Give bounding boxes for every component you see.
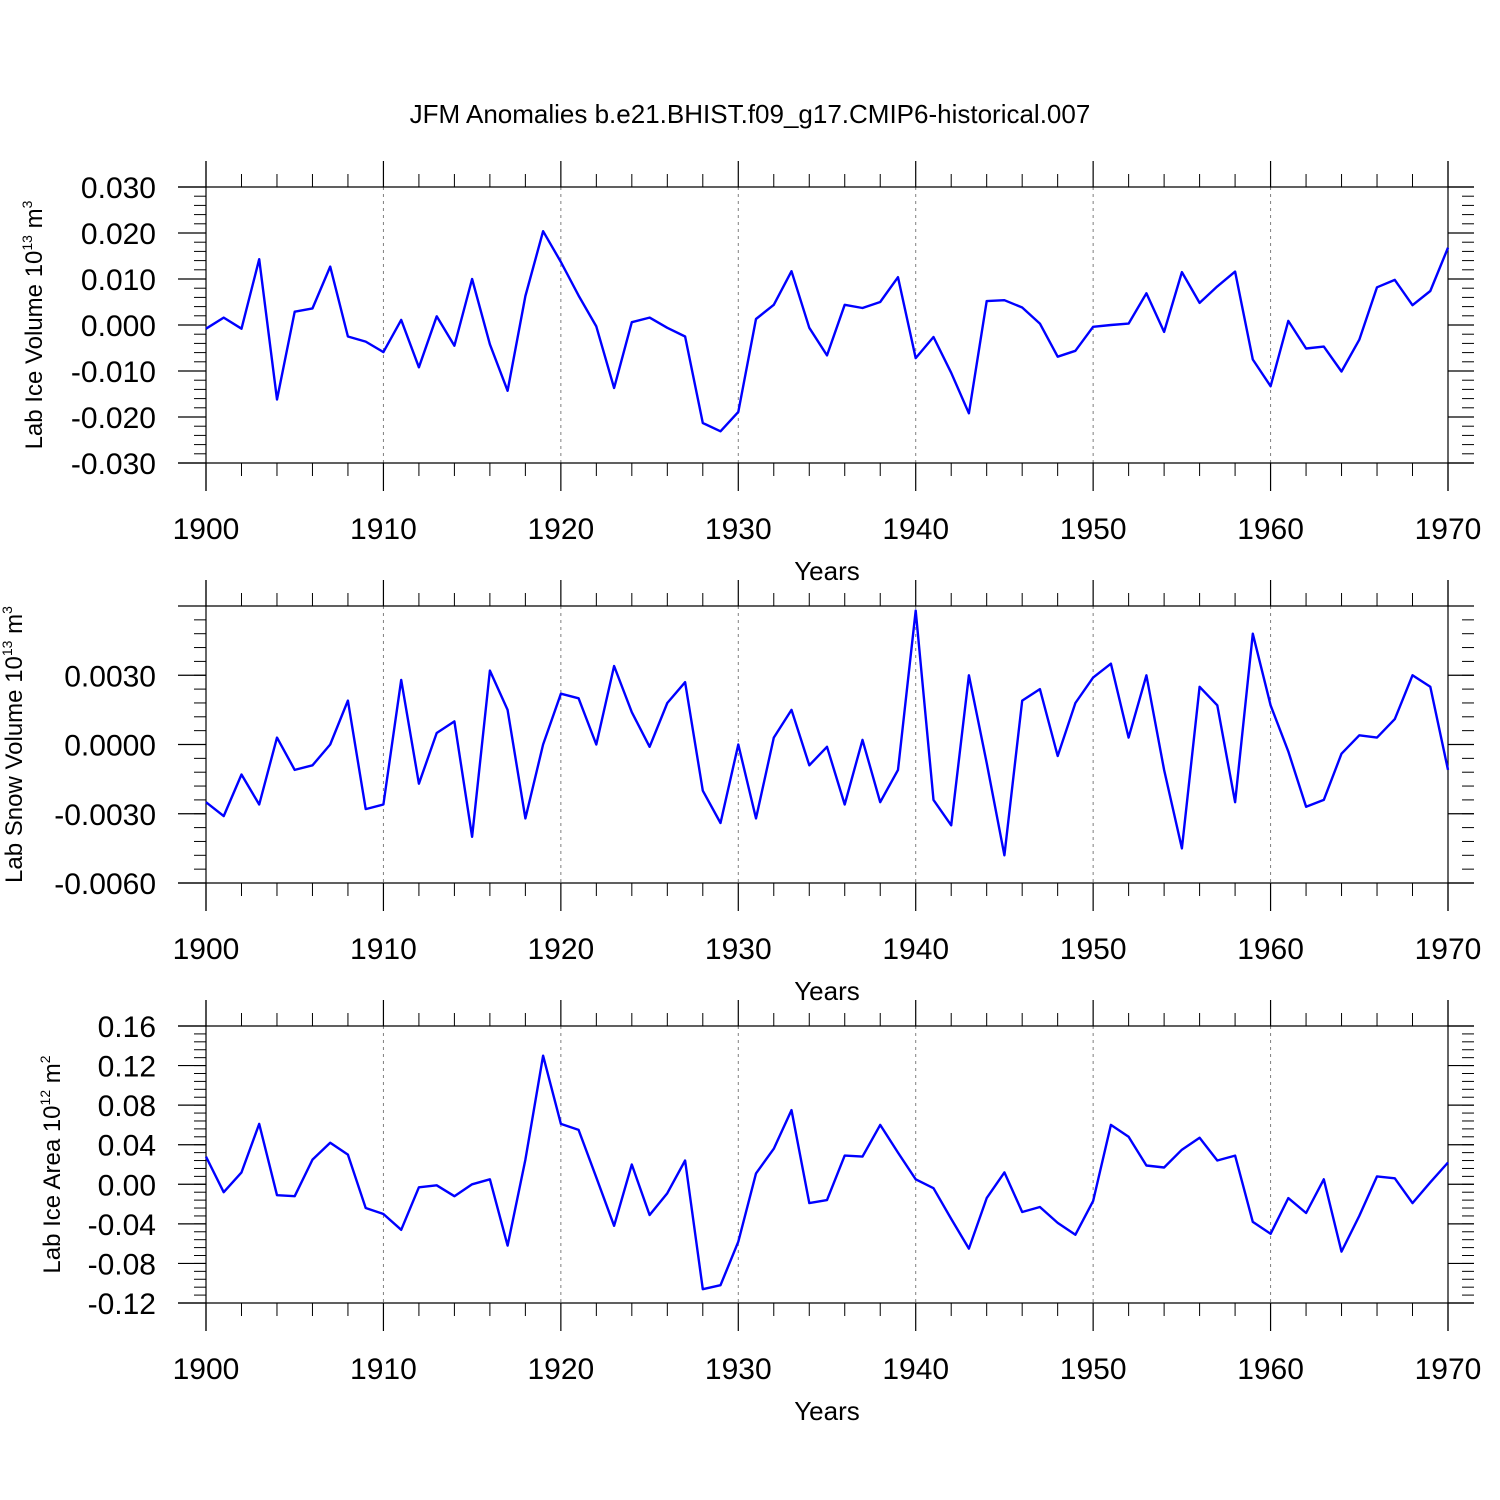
y-axis-label-unit-exponent: 2	[37, 1055, 53, 1063]
y-axis-label-unit: m	[21, 208, 48, 235]
series-line	[205, 609, 1450, 857]
y-axis-label: Lab Ice Area 1012 m2	[37, 1055, 66, 1273]
y-axis-label-text: Lab Ice Volume 10	[21, 251, 48, 450]
x-tick-label: 1950	[1060, 1353, 1127, 1386]
y-axis-label-unit-exponent: 3	[0, 606, 15, 614]
y-tick-label: -0.020	[71, 402, 156, 435]
x-tick-label: 1930	[705, 1353, 772, 1386]
y-axis-label-exponent: 13	[0, 640, 15, 656]
panel-lab-ice-area: 1900 1910 1920 1930 1940 1950 1960 1970 0.16 0.12…	[37, 1000, 1481, 1426]
x-tick-label: 1950	[1060, 513, 1127, 546]
y-tick-label: 0.020	[81, 218, 156, 251]
panel-lab-ice-volume: 1900 1910 1920 1930 1940 1950 1960 1970 0.030 0.0…	[19, 161, 1481, 586]
y-tick-label: -0.04	[88, 1209, 156, 1242]
y-tick-label: 0.000	[81, 310, 156, 343]
y-tick-label: -0.010	[71, 356, 156, 389]
y-axis-label: Lab Snow Volume 1013 m3	[0, 606, 28, 883]
y-axis-label-text: Lab Ice Area 10	[39, 1105, 66, 1273]
x-tick-label: 1910	[350, 933, 417, 966]
y-tick-label: 0.0000	[64, 730, 156, 763]
x-tick-label: 1920	[527, 1353, 594, 1386]
x-tick-label: 1970	[1415, 513, 1482, 546]
x-tick-label: 1930	[705, 933, 772, 966]
x-tick-label: 1910	[350, 1353, 417, 1386]
x-tick-label: 1930	[705, 513, 772, 546]
x-tick-label: 1940	[882, 1353, 949, 1386]
y-tick-label: 0.12	[98, 1051, 156, 1084]
y-axis-label-text: Lab Snow Volume 10	[1, 656, 28, 883]
y-tick-label: 0.16	[98, 1011, 156, 1044]
y-tick-label: 0.04	[98, 1130, 156, 1163]
y-tick-label: -0.030	[71, 448, 156, 481]
x-axis-label: Years	[794, 1396, 860, 1426]
x-axis-label: Years	[794, 556, 860, 586]
y-axis-label-exponent: 13	[19, 235, 35, 251]
x-tick-label: 1920	[527, 933, 594, 966]
y-axis-label-unit: m	[1, 614, 28, 641]
x-tick-label: 1900	[173, 1353, 240, 1386]
y-tick-label: 0.0030	[64, 660, 156, 693]
y-tick-label: 0.010	[81, 264, 156, 297]
y-axis-label-unit-exponent: 3	[19, 200, 35, 208]
series-line	[204, 1054, 1449, 1291]
x-tick-label: 1940	[882, 513, 949, 546]
x-tick-label: 1950	[1060, 933, 1127, 966]
panel-lab-snow-volume: 1900 1910 1920 1930 1940 1950 1960 1970 0.0030 0.…	[0, 580, 1481, 1006]
x-tick-label: 1920	[527, 513, 594, 546]
x-tick-label: 1960	[1237, 933, 1304, 966]
series-line	[205, 229, 1450, 433]
y-tick-label: -0.08	[88, 1248, 156, 1281]
x-tick-label: 1960	[1237, 513, 1304, 546]
y-tick-label: 0.08	[98, 1090, 156, 1123]
y-tick-label: -0.0060	[54, 868, 156, 901]
figure-title: JFM Anomalies b.e21.BHIST.f09_g17.CMIP6-…	[410, 99, 1091, 129]
x-axis-label: Years	[794, 976, 860, 1006]
x-tick-label: 1900	[173, 513, 240, 546]
x-tick-label: 1900	[173, 933, 240, 966]
y-tick-label: -0.0030	[54, 799, 156, 832]
y-tick-label: -0.12	[88, 1288, 156, 1321]
y-axis-label: Lab Ice Volume 1013 m3	[19, 200, 48, 449]
y-axis-label-unit: m	[39, 1063, 66, 1090]
y-tick-label: 0.030	[81, 172, 156, 205]
x-tick-label: 1970	[1415, 933, 1482, 966]
y-axis-label-exponent: 12	[37, 1090, 53, 1106]
x-tick-label: 1910	[350, 513, 417, 546]
x-tick-label: 1970	[1415, 1353, 1482, 1386]
x-tick-label: 1940	[882, 933, 949, 966]
y-tick-label: 0.00	[98, 1169, 156, 1202]
x-tick-label: 1960	[1237, 1353, 1304, 1386]
